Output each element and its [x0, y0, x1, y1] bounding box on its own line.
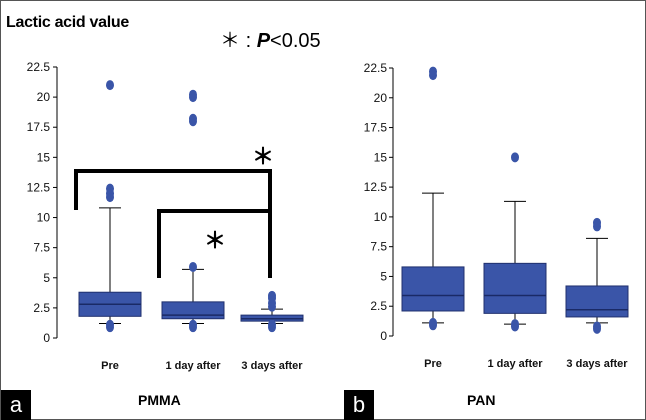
- y-tick-label: 7.5: [33, 241, 50, 255]
- y-tick-label: 10: [37, 211, 51, 225]
- panel-a-plot: 0 2.5 5 7.5 10 12.5 15 17.5 20 22.5 Pre 1 day after…: [27, 60, 304, 372]
- box: [401, 266, 465, 312]
- y-tick-label: 22.5: [364, 61, 388, 75]
- outlier-point: [106, 183, 114, 194]
- p-symbol: P: [256, 30, 271, 52]
- box: [161, 301, 225, 320]
- outlier-point: [189, 319, 197, 330]
- box: [483, 262, 547, 314]
- y-tick-label: 12.5: [364, 180, 388, 194]
- outlier-point: [189, 113, 197, 124]
- outlier-point: [189, 89, 197, 100]
- outlier-point: [511, 319, 519, 330]
- y-tick-label: 20: [37, 90, 51, 104]
- box: [565, 285, 629, 318]
- y-tick-label: 10: [374, 210, 388, 224]
- y-tick-label: 7.5: [370, 240, 387, 254]
- page-title: Lactic acid value: [6, 14, 129, 31]
- x-category-label: Pre: [101, 360, 119, 372]
- y-tick-label: 22.5: [27, 60, 51, 74]
- panel-a-name: PMMA: [138, 392, 181, 408]
- y-tick-label: 17.5: [364, 121, 388, 135]
- significance-star-label: ＊: [204, 228, 226, 253]
- y-tick-label: 2.5: [370, 299, 387, 313]
- outlier-point: [429, 317, 437, 328]
- y-tick-label: 2.5: [33, 301, 50, 315]
- outlier-point: [189, 261, 197, 272]
- x-category-label: Pre: [424, 358, 442, 370]
- significance-star-label: ＊: [252, 144, 274, 169]
- x-category-label: 1 day after: [165, 360, 221, 372]
- y-tick-label: 20: [374, 91, 388, 105]
- outlier-point: [429, 66, 437, 77]
- outlier-point: [106, 319, 114, 330]
- panel-b-name: PAN: [467, 392, 496, 408]
- x-category-label: 3 days after: [241, 360, 303, 372]
- significance-star: ＊: [220, 30, 240, 52]
- outlier-point: [268, 290, 276, 301]
- y-tick-label: 17.5: [27, 120, 51, 134]
- y-tick-label: 0: [43, 331, 50, 345]
- significance-note: ＊ : P<0.05: [220, 24, 321, 53]
- outlier-point: [511, 152, 519, 163]
- y-tick-label: 0: [380, 329, 387, 343]
- panel-b-plot: 0 2.5 5 7.5 10 12.5 15 17.5 20 22.5 Pre 1 day after…: [364, 61, 629, 370]
- panel-a-label: a: [1, 390, 31, 420]
- y-tick-label: 15: [374, 150, 388, 164]
- panel-b-label: b: [344, 390, 374, 420]
- x-category-label: 1 day after: [487, 358, 543, 370]
- x-category-label: 3 days after: [566, 358, 628, 370]
- outlier-point: [593, 217, 601, 228]
- outlier-point: [268, 319, 276, 330]
- y-tick-label: 12.5: [27, 180, 51, 194]
- outlier-point: [593, 321, 601, 332]
- significance-bracket: [74, 169, 272, 210]
- significance-bracket: [157, 209, 272, 278]
- y-tick-label: 15: [37, 150, 51, 164]
- y-tick-label: 5: [380, 269, 387, 283]
- p-threshold: <0.05: [270, 30, 321, 52]
- significance-colon: :: [245, 30, 252, 52]
- y-tick-label: 5: [43, 271, 50, 285]
- outlier-point: [106, 80, 114, 91]
